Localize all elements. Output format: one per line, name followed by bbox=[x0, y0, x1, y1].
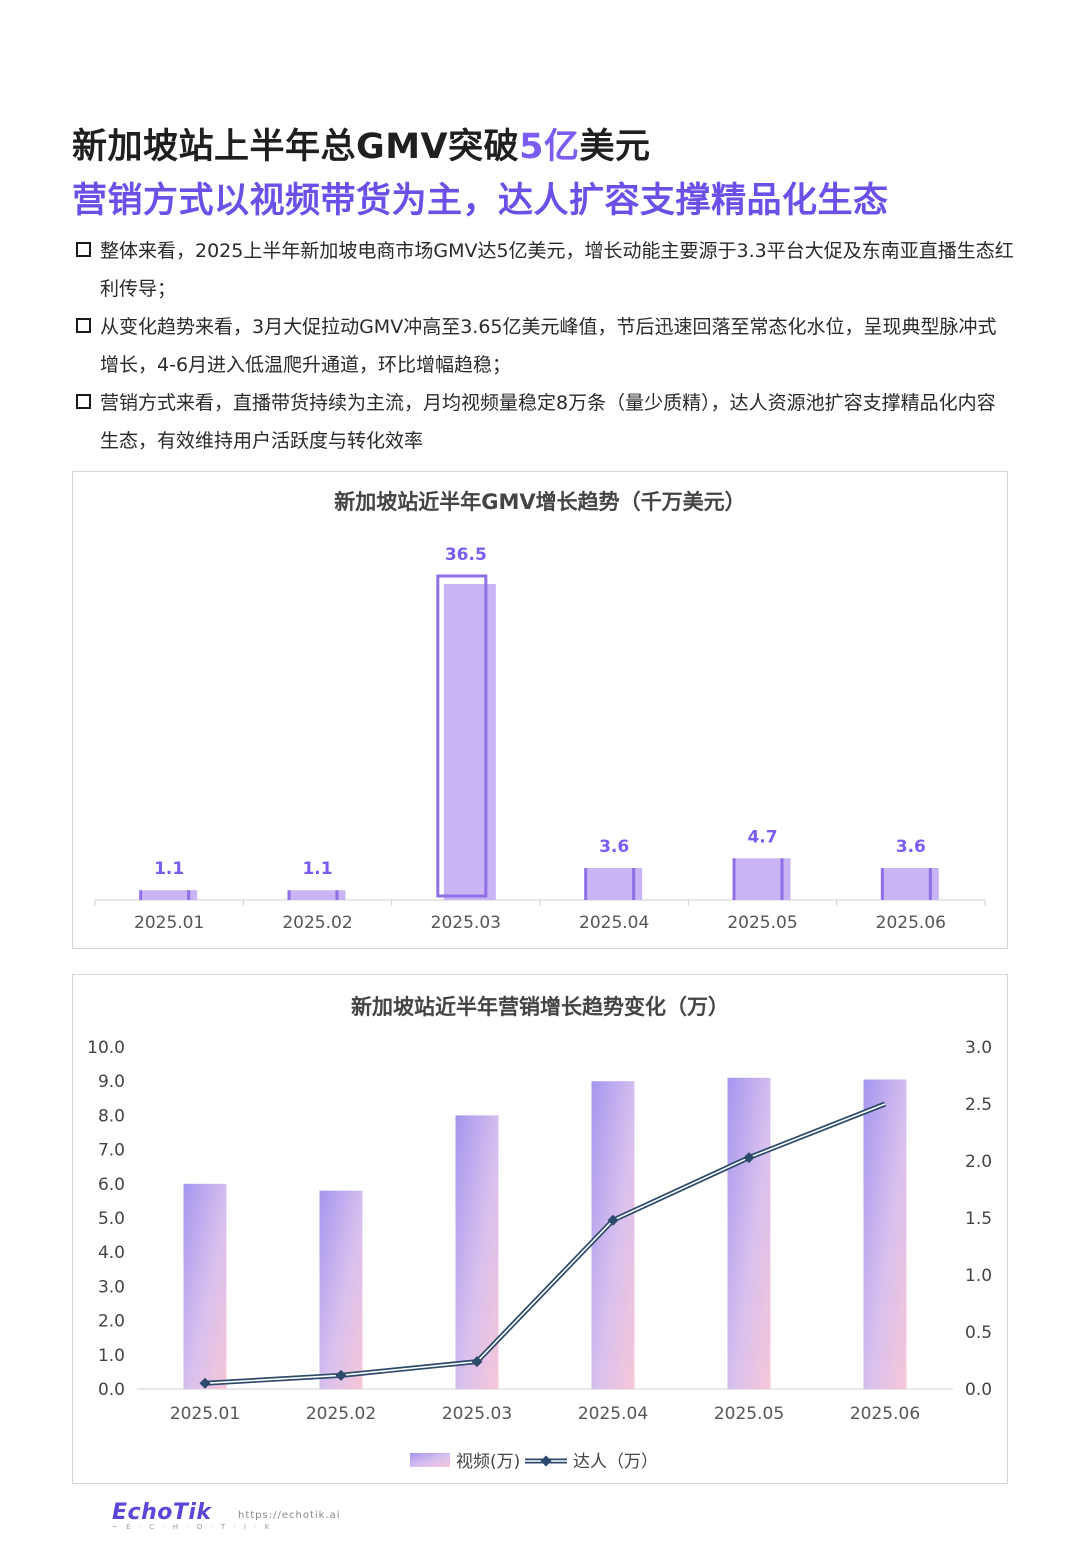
gmv-x-tick-label: 2025.06 bbox=[876, 913, 946, 933]
gmv-x-tick-label: 2025.02 bbox=[282, 913, 352, 933]
left-y-tick-label: 6.0 bbox=[98, 1175, 125, 1195]
bullet-text: 从变化趋势来看，3月大促拉动GMV冲高至3.65亿美元峰值，节后迅速回落至常态化… bbox=[100, 316, 997, 376]
gmv-chart-title: 新加坡站近半年GMV增长趋势（千万美元） bbox=[334, 490, 746, 514]
gmv-data-label: 1.1 bbox=[302, 859, 332, 879]
gmv-bar-highlight-frame bbox=[436, 574, 488, 898]
video-bar bbox=[183, 1183, 227, 1389]
left-y-tick-label: 8.0 bbox=[98, 1106, 125, 1126]
legend-influencer-marker bbox=[540, 1455, 552, 1467]
bullet-item: 整体来看，2025上半年新加坡电商市场GMV达5亿美元，增长动能主要源于3.3平… bbox=[74, 232, 1014, 308]
headline-primary-pre: 新加坡站上半年总GMV突破 bbox=[72, 127, 520, 167]
brand-name: EchoTik bbox=[112, 1500, 212, 1525]
bullet-item: 营销方式来看，直播带货持续为主流，月均视频量稳定8万条（量少质精），达人资源池扩… bbox=[74, 384, 1014, 460]
influencer-point-marker bbox=[471, 1356, 483, 1368]
right-y-tick-label: 2.5 bbox=[965, 1095, 992, 1115]
left-y-tick-label: 4.0 bbox=[98, 1243, 125, 1263]
gmv-data-label: 3.6 bbox=[599, 837, 629, 857]
influencer-point-marker bbox=[199, 1377, 211, 1389]
gmv-data-label: 4.7 bbox=[747, 827, 777, 847]
headline-primary-post: 美元 bbox=[579, 127, 651, 167]
left-y-tick-label: 5.0 bbox=[98, 1209, 125, 1229]
gmv-bar-edge-left bbox=[880, 868, 884, 900]
bullet-text: 整体来看，2025上半年新加坡电商市场GMV达5亿美元，增长动能主要源于3.3平… bbox=[100, 240, 1014, 300]
right-y-tick-label: 1.5 bbox=[965, 1209, 992, 1229]
brand-logo: EchoTik ~ E · C · H · O · T · I · K bbox=[112, 1500, 272, 1531]
gmv-x-tick-label: 2025.05 bbox=[727, 913, 797, 933]
marketing-chart-title: 新加坡站近半年营销增长趋势变化（万） bbox=[351, 995, 729, 1019]
bullet-item: 从变化趋势来看，3月大促拉动GMV冲高至3.65亿美元峰值，节后迅速回落至常态化… bbox=[74, 308, 1014, 384]
gmv-chart-panel: 新加坡站近半年GMV增长趋势（千万美元） 1.1 2025.01 1.1 2025.0… bbox=[72, 471, 1008, 949]
influencer-line-inner bbox=[204, 1103, 886, 1385]
marketing-x-tick-label: 2025.04 bbox=[578, 1404, 648, 1424]
influencer-line-outer bbox=[204, 1101, 886, 1386]
right-y-tick-label: 0.0 bbox=[965, 1380, 992, 1400]
gmv-bar-edge-right bbox=[632, 868, 636, 900]
gmv-bar-edge-right bbox=[187, 890, 191, 900]
gmv-x-tick-label: 2025.01 bbox=[134, 913, 204, 933]
legend-influencer-label: 达人（万） bbox=[573, 1452, 658, 1472]
marketing-x-tick-label: 2025.01 bbox=[170, 1404, 240, 1424]
right-y-tick-label: 2.0 bbox=[965, 1152, 992, 1172]
gmv-bar-edge-left bbox=[139, 890, 143, 900]
gmv-bar bbox=[443, 584, 496, 900]
gmv-bar bbox=[141, 890, 198, 900]
marketing-chart-svg: 0.0 1.0 2.0 3.0 4.0 5.0 6.0 7.0 8.0 9.0 10.0 0.0 0.5… bbox=[87, 1038, 992, 1472]
footer-url: https://echotik.ai bbox=[238, 1510, 341, 1521]
left-y-tick-label: 9.0 bbox=[98, 1072, 125, 1092]
gmv-x-tick-label: 2025.03 bbox=[431, 913, 501, 933]
gmv-bar-edge-right bbox=[335, 890, 339, 900]
gmv-bar-edge-left bbox=[732, 858, 736, 900]
left-y-tick-label: 2.0 bbox=[98, 1312, 125, 1332]
gmv-bar-edge-left bbox=[287, 890, 291, 900]
marketing-x-tick-label: 2025.06 bbox=[850, 1404, 920, 1424]
influencer-point-marker bbox=[743, 1152, 755, 1164]
marketing-x-tick-label: 2025.02 bbox=[306, 1404, 376, 1424]
checkbox-square-icon bbox=[76, 242, 91, 257]
gmv-bar-edge-right bbox=[780, 858, 784, 900]
checkbox-square-icon bbox=[76, 394, 91, 409]
gmv-chart-svg: 1.1 2025.01 1.1 2025.02 36.5 2025.03 3.6 2025.0… bbox=[94, 545, 986, 933]
right-y-tick-label: 0.5 bbox=[965, 1323, 992, 1343]
video-bar bbox=[863, 1079, 907, 1389]
left-y-tick-label: 1.0 bbox=[98, 1346, 125, 1366]
gmv-data-label: 36.5 bbox=[445, 545, 487, 565]
gmv-x-tick-label: 2025.04 bbox=[579, 913, 649, 933]
bullet-text: 营销方式来看，直播带货持续为主流，月均视频量稳定8万条（量少质精），达人资源池扩… bbox=[100, 392, 996, 452]
headline-primary: 新加坡站上半年总GMV突破5亿美元 bbox=[72, 118, 651, 169]
checkbox-square-icon bbox=[76, 318, 91, 333]
marketing-x-tick-label: 2025.05 bbox=[714, 1404, 784, 1424]
gmv-bar-edge-right bbox=[928, 868, 932, 900]
video-bar bbox=[727, 1077, 771, 1389]
marketing-x-tick-label: 2025.03 bbox=[442, 1404, 512, 1424]
gmv-bar bbox=[289, 890, 346, 900]
gmv-data-label: 3.6 bbox=[896, 837, 926, 857]
right-y-tick-label: 3.0 bbox=[965, 1038, 992, 1058]
bullet-list: 整体来看，2025上半年新加坡电商市场GMV达5亿美元，增长动能主要源于3.3平… bbox=[74, 232, 1014, 460]
brand-tagline: ~ E · C · H · O · T · I · K bbox=[112, 1523, 273, 1531]
gmv-data-label: 1.1 bbox=[154, 859, 184, 879]
video-bar bbox=[319, 1190, 363, 1389]
marketing-chart-panel: 新加坡站近半年营销增长趋势变化（万） 0.0 1.0 2.0 3.0 4.0 5.0 6.0… bbox=[72, 974, 1008, 1484]
gmv-bar-edge-left bbox=[584, 868, 588, 900]
left-y-tick-label: 10.0 bbox=[87, 1038, 125, 1058]
left-y-tick-label: 7.0 bbox=[98, 1141, 125, 1161]
right-y-tick-label: 1.0 bbox=[965, 1266, 992, 1286]
influencer-point-marker bbox=[607, 1214, 619, 1226]
headline-primary-accent: 5亿 bbox=[519, 127, 580, 167]
left-y-tick-label: 3.0 bbox=[98, 1277, 125, 1297]
legend-video-swatch bbox=[410, 1453, 450, 1467]
legend-video-label: 视频(万) bbox=[456, 1452, 520, 1472]
headline-secondary: 营销方式以视频带货为主，达人扩容支撑精品化生态 bbox=[72, 181, 889, 221]
influencer-point-marker bbox=[335, 1369, 347, 1381]
left-y-tick-label: 0.0 bbox=[98, 1380, 125, 1400]
